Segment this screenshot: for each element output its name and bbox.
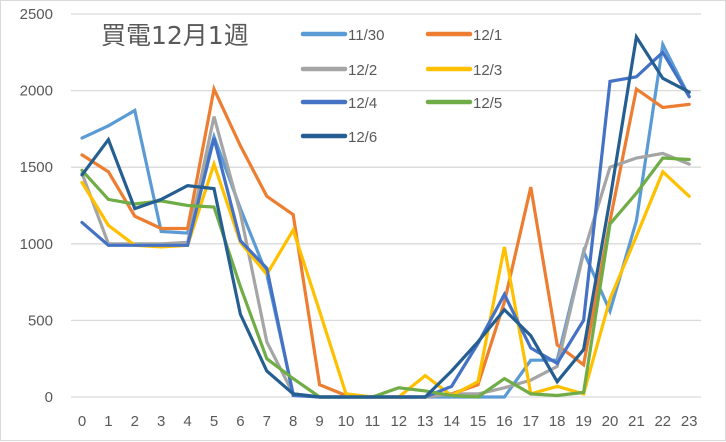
x-tick-label: 12 [390, 413, 407, 430]
legend-label: 11/30 [348, 27, 384, 44]
legend-item-12-2[interactable]: 12/2 [300, 62, 377, 79]
x-tick-label: 4 [183, 413, 191, 430]
legend-label: 12/2 [348, 62, 377, 79]
x-tick-label: 19 [575, 413, 592, 430]
x-tick-label: 14 [443, 413, 460, 430]
series-line-12-5 [80, 156, 691, 399]
x-tick-label: 9 [315, 413, 323, 430]
y-tick-label: 500 [28, 312, 53, 329]
x-axis-ticks: 0 1 2 3 4 5 6 7 8 9 10 11 12 13 14 15 16 17 18 19 20 21 22 23 [78, 413, 698, 430]
legend-label: 12/3 [473, 62, 502, 79]
legend-item-11-30[interactable]: 11/30 [300, 27, 384, 44]
series-lines [80, 32, 691, 399]
legend-label: 12/5 [473, 95, 502, 112]
y-tick-label: 1000 [20, 236, 53, 253]
x-tick-label: 21 [628, 413, 645, 430]
x-tick-label: 0 [78, 413, 86, 430]
x-tick-label: 10 [338, 413, 355, 430]
legend-label: 12/4 [348, 95, 377, 112]
x-tick-label: 17 [522, 413, 539, 430]
x-tick-label: 5 [210, 413, 218, 430]
x-tick-label: 1 [104, 413, 112, 430]
x-tick-label: 22 [654, 413, 671, 430]
y-axis-ticks: 0 500 1000 1500 2000 2500 [20, 6, 53, 406]
x-tick-label: 7 [263, 413, 271, 430]
legend-item-12-6[interactable]: 12/6 [300, 129, 377, 146]
legend-item-12-3[interactable]: 12/3 [425, 62, 502, 79]
x-tick-label: 3 [157, 413, 165, 430]
legend-label: 12/6 [348, 129, 377, 146]
y-tick-label: 0 [45, 389, 53, 406]
x-tick-label: 2 [131, 413, 139, 430]
legend-item-12-1[interactable]: 12/1 [425, 27, 502, 44]
x-tick-label: 18 [549, 413, 566, 430]
legend-label: 12/1 [473, 27, 502, 44]
x-tick-label: 20 [602, 413, 619, 430]
legend-item-12-4[interactable]: 12/4 [300, 95, 377, 112]
y-tick-label: 2000 [20, 83, 53, 100]
chart-title: 買電12月1週 [101, 21, 249, 50]
x-tick-label: 13 [417, 413, 434, 430]
series-line-12-2 [80, 116, 691, 399]
legend-item-12-5[interactable]: 12/5 [425, 95, 502, 112]
y-tick-label: 2500 [20, 6, 53, 23]
series-line-12-6 [80, 32, 691, 399]
gridlines [71, 13, 701, 398]
x-tick-label: 15 [470, 413, 487, 430]
x-tick-label: 11 [365, 413, 381, 430]
y-tick-label: 1500 [20, 159, 53, 176]
x-tick-label: 16 [496, 413, 513, 430]
x-tick-label: 8 [289, 413, 297, 430]
x-tick-label: 6 [236, 413, 244, 430]
legend: 11/30 12/1 12/2 12/3 12/4 12/5 12/6 [300, 27, 502, 146]
x-tick-label: 23 [681, 413, 698, 430]
